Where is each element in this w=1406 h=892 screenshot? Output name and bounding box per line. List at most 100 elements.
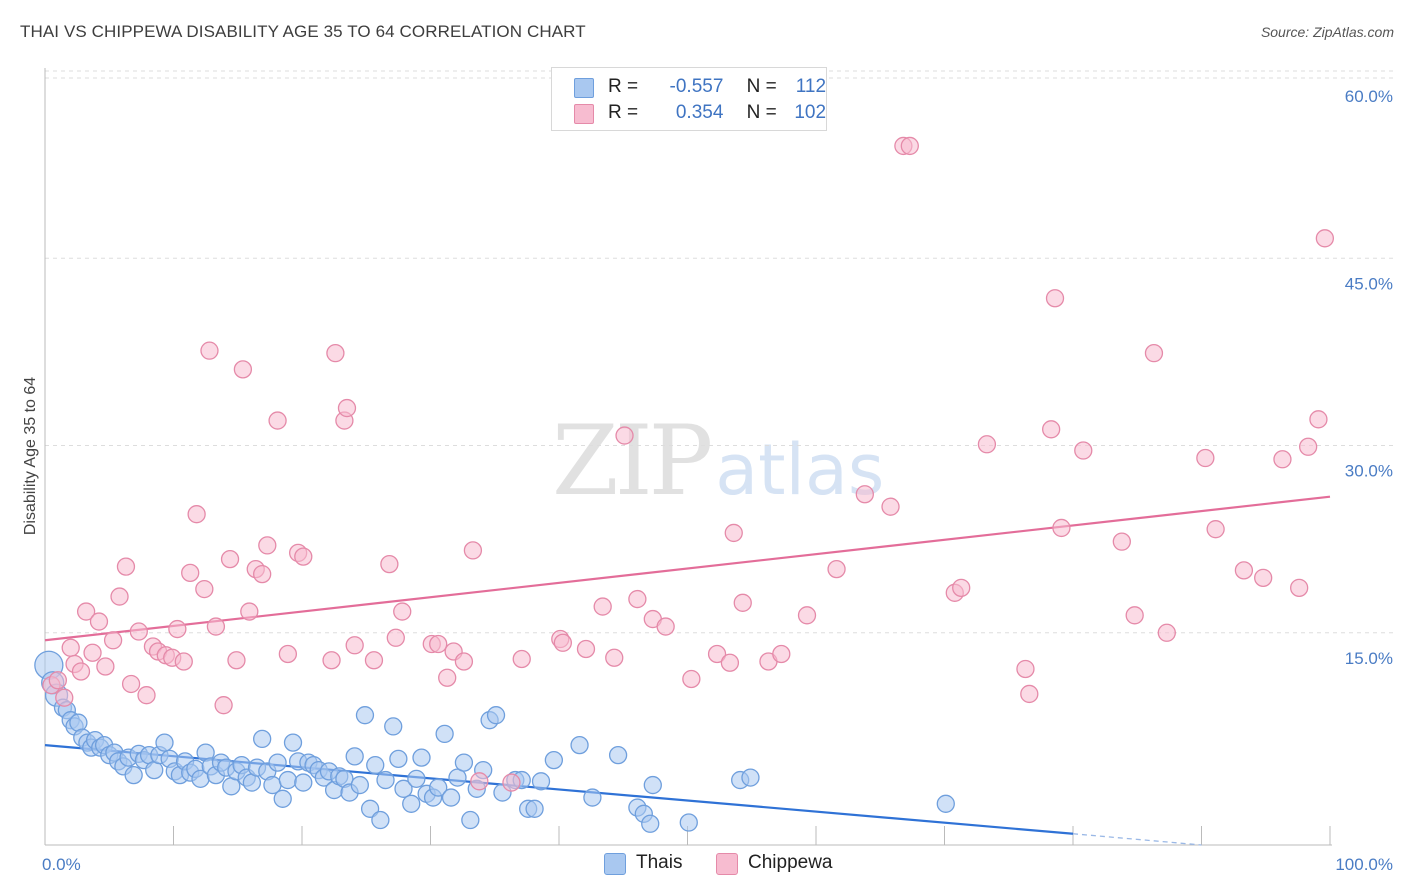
grid-lines bbox=[45, 70, 1395, 634]
point-chippewa bbox=[797, 606, 817, 625]
point-chippewa bbox=[227, 651, 246, 670]
point-thais bbox=[441, 788, 461, 807]
point-chippewa bbox=[855, 485, 874, 504]
point-chippewa bbox=[628, 589, 647, 609]
source-label: Source: ZipAtlas.com bbox=[1260, 24, 1394, 40]
point-chippewa bbox=[322, 651, 341, 670]
point-chippewa bbox=[76, 602, 96, 621]
point-chippewa bbox=[502, 773, 521, 792]
point-chippewa bbox=[512, 649, 531, 669]
watermark: ZIPatlas bbox=[552, 405, 884, 517]
point-chippewa bbox=[454, 652, 474, 671]
point-chippewa bbox=[1234, 561, 1254, 580]
point-chippewa bbox=[71, 662, 91, 681]
point-chippewa bbox=[1125, 606, 1144, 625]
point-chippewa bbox=[278, 644, 298, 664]
bottom-legend-label-chippewa: Chippewa bbox=[748, 852, 833, 873]
point-thais bbox=[350, 775, 369, 795]
x-tick-label: 0.0% bbox=[42, 855, 81, 874]
point-chippewa bbox=[470, 772, 489, 791]
point-chippewa bbox=[1157, 623, 1176, 642]
point-thais bbox=[278, 770, 298, 790]
point-chippewa bbox=[61, 638, 80, 657]
point-chippewa bbox=[707, 644, 727, 664]
point-chippewa bbox=[1254, 568, 1273, 588]
point-thais bbox=[583, 788, 602, 807]
tick-labels: 15.0% 30.0% 45.0% 60.0% 0.0% 100.0% bbox=[42, 87, 1393, 874]
point-chippewa bbox=[1206, 520, 1225, 539]
point-chippewa bbox=[96, 657, 115, 676]
point-chippewa bbox=[576, 639, 596, 659]
point-thais bbox=[608, 745, 628, 765]
legend-text-chippewa: R = 0.354 N = 102 bbox=[608, 102, 826, 124]
point-chippewa bbox=[1074, 441, 1093, 460]
legend-r-label: R = bbox=[608, 102, 639, 123]
bottom-legend-label-thais: Thais bbox=[636, 852, 683, 873]
point-chippewa bbox=[900, 136, 919, 156]
point-chippewa bbox=[1052, 518, 1071, 538]
point-chippewa bbox=[337, 398, 357, 418]
watermark-atlas: atlas bbox=[715, 429, 885, 511]
axes bbox=[44, 68, 1332, 846]
point-chippewa bbox=[1299, 437, 1318, 456]
point-chippewa bbox=[1309, 410, 1328, 429]
legend-swatch-thais bbox=[574, 78, 594, 98]
point-chippewa bbox=[233, 360, 253, 379]
x-tick-label: 100.0% bbox=[1335, 855, 1393, 874]
point-chippewa bbox=[174, 652, 193, 671]
point-thais bbox=[429, 778, 448, 797]
y-tick-label: 30.0% bbox=[1345, 462, 1393, 481]
point-chippewa bbox=[1144, 344, 1164, 363]
point-thais bbox=[355, 706, 375, 725]
point-thais bbox=[486, 706, 506, 725]
point-chippewa bbox=[615, 426, 634, 445]
point-chippewa bbox=[55, 688, 74, 707]
point-chippewa bbox=[1290, 578, 1309, 597]
point-chippewa bbox=[682, 669, 701, 689]
point-thais bbox=[389, 749, 408, 769]
point-thais bbox=[155, 733, 174, 752]
point-chippewa bbox=[200, 341, 219, 360]
point-chippewa bbox=[593, 597, 612, 616]
point-chippewa bbox=[89, 612, 109, 631]
point-thais bbox=[360, 799, 380, 818]
point-chippewa bbox=[294, 547, 313, 566]
point-chippewa bbox=[733, 593, 752, 612]
point-thais bbox=[268, 753, 287, 772]
bottom-legend-swatch-thais bbox=[604, 853, 626, 875]
point-chippewa bbox=[977, 435, 997, 454]
point-chippewa bbox=[181, 563, 200, 583]
chart-title: THAI VS CHIPPEWA DISABILITY AGE 35 TO 64… bbox=[20, 22, 586, 41]
point-thais bbox=[412, 748, 431, 767]
legend-r-value: 0.354 bbox=[675, 102, 724, 123]
point-thais bbox=[407, 769, 426, 788]
data-points bbox=[34, 136, 1335, 833]
point-chippewa bbox=[386, 628, 405, 647]
watermark-zip: ZIP bbox=[552, 405, 713, 517]
point-chippewa bbox=[1020, 684, 1039, 704]
point-chippewa bbox=[187, 505, 206, 524]
point-chippewa bbox=[364, 651, 384, 670]
legend-swatch-chippewa bbox=[574, 104, 594, 124]
point-thais bbox=[345, 747, 364, 766]
point-thais bbox=[643, 775, 662, 795]
point-chippewa bbox=[724, 523, 743, 543]
point-chippewa bbox=[214, 696, 233, 715]
point-chippewa bbox=[1112, 532, 1131, 551]
y-tick-label: 15.0% bbox=[1345, 649, 1393, 668]
point-chippewa bbox=[380, 554, 399, 574]
point-thais bbox=[525, 799, 544, 818]
legend-text-thais: R = -0.557 N = 112 bbox=[608, 76, 826, 98]
point-chippewa bbox=[1273, 450, 1292, 469]
point-chippewa bbox=[83, 643, 102, 662]
point-thais bbox=[936, 794, 955, 813]
point-thais bbox=[394, 779, 413, 798]
point-chippewa bbox=[345, 636, 364, 655]
point-chippewa bbox=[1045, 289, 1065, 308]
legend-n-label: N = bbox=[746, 102, 777, 123]
point-thais bbox=[741, 768, 760, 787]
point-chippewa bbox=[429, 634, 448, 654]
point-chippewa bbox=[129, 622, 148, 641]
point-chippewa bbox=[48, 671, 67, 690]
point-thais bbox=[69, 713, 88, 732]
